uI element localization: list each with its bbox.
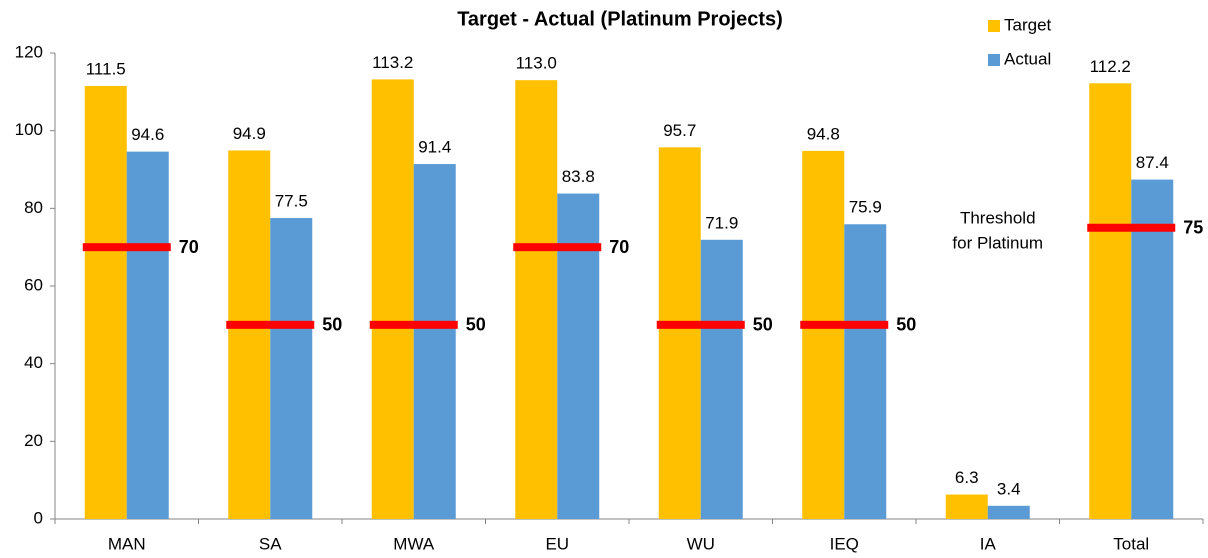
value-label: 83.8 [562,167,595,186]
bar [84,86,127,519]
y-tick-label: 100 [15,120,43,139]
bar [802,150,845,520]
value-label: 112.2 [1090,57,1131,76]
threshold-label: 50 [322,315,342,335]
x-tick-label: WU [687,534,715,553]
threshold-label: 50 [896,315,916,335]
x-tick-label: MWA [393,534,435,553]
bar [557,193,600,519]
value-label: 3.4 [997,479,1021,498]
threshold-label: 50 [753,315,773,335]
bar [228,150,271,519]
x-tick-label: IA [980,534,997,553]
legend-label: Actual [1004,49,1051,68]
x-tick-label: IEQ [830,534,859,553]
bar [1089,83,1132,519]
bar [945,494,988,519]
bar [515,80,558,519]
y-tick-label: 120 [15,42,43,61]
legend-swatch [988,20,1000,32]
chart-title: Target - Actual (Platinum Projects) [457,8,783,30]
legend-label: Target [1004,15,1052,34]
legend-swatch [988,54,1000,66]
bar [371,79,414,519]
threshold-line [1087,223,1176,232]
y-tick-label: 80 [24,198,43,217]
x-tick-label: EU [545,534,569,553]
threshold-label: 70 [609,237,629,257]
bar [658,147,701,520]
bar [844,224,887,519]
value-label: 6.3 [955,468,979,487]
annotation: Threshold [960,208,1036,227]
value-label: 94.6 [131,125,164,144]
value-label: 113.2 [372,53,413,72]
y-tick-label: 40 [24,353,43,372]
x-tick-label: MAN [108,534,146,553]
value-label: 75.9 [849,198,882,217]
y-tick-label: 20 [24,431,43,450]
bar [270,218,313,519]
x-tick-label: Total [1113,534,1149,553]
value-label: 111.5 [86,59,126,78]
threshold-line [800,320,889,329]
annotation: for Platinum [952,233,1043,252]
value-label: 94.9 [233,124,266,143]
value-label: 95.7 [663,121,696,140]
threshold-line [369,320,458,329]
bar [126,151,169,520]
threshold-label: 75 [1183,218,1203,238]
value-label: 87.4 [1136,153,1169,172]
threshold-label: 50 [466,315,486,335]
value-label: 91.4 [418,138,451,157]
value-label: 94.8 [807,124,840,143]
value-label: 77.5 [275,192,308,211]
threshold-line [226,320,315,329]
x-tick-label: SA [259,534,282,553]
threshold-line [656,320,745,329]
y-tick-label: 60 [24,275,43,294]
threshold-line [82,243,171,252]
threshold-label: 70 [179,237,199,257]
bar [700,239,743,519]
y-tick-label: 0 [34,508,43,527]
value-label: 113.0 [516,54,557,73]
value-label: 71.9 [705,213,738,232]
bar [987,505,1030,519]
bar [1131,179,1174,519]
threshold-line [513,243,602,252]
bar [413,164,456,519]
